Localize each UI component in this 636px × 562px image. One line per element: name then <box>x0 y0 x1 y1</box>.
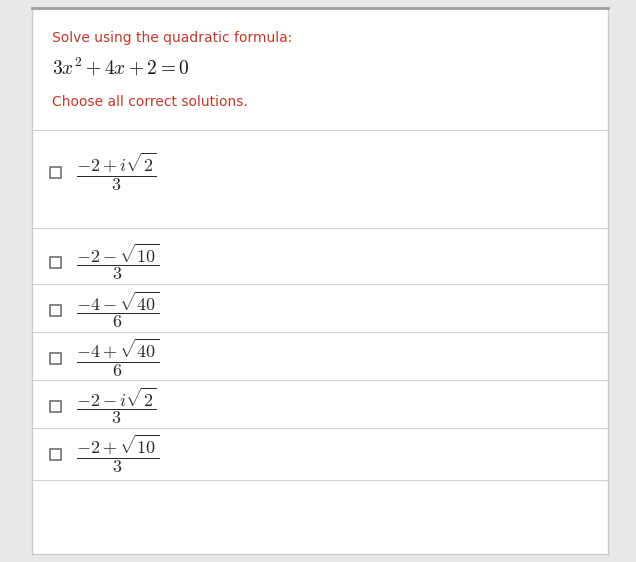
Text: $\dfrac{-4 + \sqrt{40}}{6}$: $\dfrac{-4 + \sqrt{40}}{6}$ <box>76 337 159 379</box>
Bar <box>50 401 61 411</box>
Text: Solve using the quadratic formula:: Solve using the quadratic formula: <box>52 31 293 45</box>
Text: $\dfrac{-2 + \sqrt{10}}{3}$: $\dfrac{-2 + \sqrt{10}}{3}$ <box>76 433 159 475</box>
Bar <box>50 352 61 364</box>
Bar <box>50 448 61 460</box>
Text: $3x^2 + 4x + 2 = 0$: $3x^2 + 4x + 2 = 0$ <box>52 57 190 79</box>
Text: $\dfrac{-2 + i\sqrt{2}}{3}$: $\dfrac{-2 + i\sqrt{2}}{3}$ <box>76 151 156 193</box>
Bar <box>50 305 61 315</box>
Text: $\dfrac{-4 - \sqrt{40}}{6}$: $\dfrac{-4 - \sqrt{40}}{6}$ <box>76 289 159 330</box>
Text: $\dfrac{-2 - i\sqrt{2}}{3}$: $\dfrac{-2 - i\sqrt{2}}{3}$ <box>76 386 156 427</box>
Text: $\dfrac{-2 - \sqrt{10}}{3}$: $\dfrac{-2 - \sqrt{10}}{3}$ <box>76 242 159 282</box>
Bar <box>50 166 61 178</box>
Bar <box>50 256 61 268</box>
Text: Choose all correct solutions.: Choose all correct solutions. <box>52 95 248 109</box>
